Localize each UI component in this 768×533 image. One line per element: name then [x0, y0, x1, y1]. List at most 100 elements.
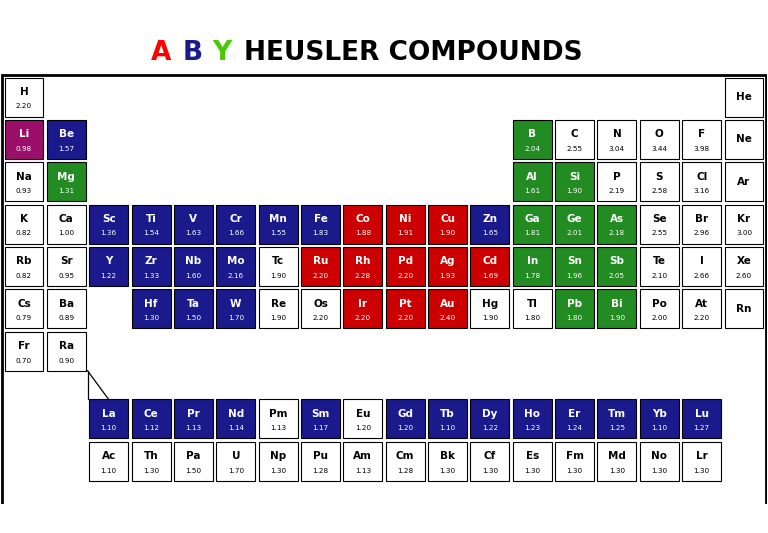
Bar	[343, 205, 382, 244]
Text: Sn: Sn	[567, 256, 582, 266]
Text: 1.90: 1.90	[439, 230, 455, 237]
Text: 1.66: 1.66	[227, 230, 243, 237]
Text: 1.69: 1.69	[482, 273, 498, 279]
Text: Mo: Mo	[227, 256, 244, 266]
Text: 2.18: 2.18	[609, 230, 625, 237]
Text: 1.20: 1.20	[355, 425, 371, 431]
Text: In: In	[527, 256, 538, 266]
Text: 1.90: 1.90	[567, 188, 583, 194]
Text: Ba: Ba	[59, 299, 74, 309]
Bar	[513, 163, 551, 201]
Text: H: H	[20, 87, 28, 97]
Text: As: As	[610, 214, 624, 224]
Bar	[640, 205, 679, 244]
Bar	[682, 163, 721, 201]
Text: La: La	[102, 409, 115, 419]
Text: Sb: Sb	[610, 256, 624, 266]
Bar	[724, 289, 763, 328]
Bar	[471, 289, 509, 328]
Text: O: O	[655, 130, 664, 139]
Bar	[131, 442, 170, 481]
Bar	[640, 442, 679, 481]
Text: Gd: Gd	[397, 409, 413, 419]
Text: 2.20: 2.20	[355, 315, 371, 321]
Text: Zn: Zn	[482, 214, 498, 224]
Text: Yb: Yb	[652, 409, 667, 419]
Text: 2.00: 2.00	[651, 315, 667, 321]
Text: Ce: Ce	[144, 409, 158, 419]
Text: 2.05: 2.05	[609, 273, 625, 279]
Text: 2.20: 2.20	[397, 315, 413, 321]
Text: Ta: Ta	[187, 299, 200, 309]
Text: Li: Li	[19, 130, 29, 139]
Bar	[131, 247, 170, 286]
Text: Ac: Ac	[101, 451, 116, 461]
Bar	[47, 120, 86, 159]
Bar	[598, 247, 637, 286]
Text: 1.30: 1.30	[270, 467, 286, 474]
Text: Fm: Fm	[565, 451, 584, 461]
Text: 1.25: 1.25	[609, 425, 625, 431]
Bar	[428, 205, 467, 244]
Bar	[640, 247, 679, 286]
Bar	[343, 289, 382, 328]
Text: 1.36: 1.36	[101, 230, 117, 237]
Bar	[259, 442, 297, 481]
Text: Cu: Cu	[440, 214, 455, 224]
Text: 1.10: 1.10	[101, 425, 117, 431]
Text: 1.50: 1.50	[185, 315, 201, 321]
Text: 1.13: 1.13	[270, 425, 286, 431]
Text: 1.30: 1.30	[694, 467, 710, 474]
Bar	[174, 400, 213, 439]
Bar	[555, 120, 594, 159]
Text: 2.60: 2.60	[736, 273, 752, 279]
Bar	[682, 289, 721, 328]
Bar	[471, 205, 509, 244]
Bar	[724, 205, 763, 244]
Text: 0.93: 0.93	[16, 188, 32, 194]
Bar	[598, 442, 637, 481]
Text: 1.28: 1.28	[397, 467, 413, 474]
Text: 1.90: 1.90	[609, 315, 625, 321]
Text: Sr: Sr	[60, 256, 73, 266]
Text: Pm: Pm	[269, 409, 287, 419]
Bar	[598, 120, 637, 159]
Text: 2.19: 2.19	[609, 188, 625, 194]
Text: 1.14: 1.14	[227, 425, 243, 431]
Text: N: N	[613, 130, 621, 139]
Text: Br: Br	[695, 214, 708, 224]
Text: 1.78: 1.78	[525, 273, 541, 279]
Text: 1.57: 1.57	[58, 146, 74, 152]
Bar	[301, 289, 340, 328]
Text: Sc: Sc	[102, 214, 115, 224]
Text: Tb: Tb	[440, 409, 455, 419]
Text: 1.83: 1.83	[313, 230, 329, 237]
Bar	[428, 442, 467, 481]
Text: Fe: Fe	[313, 214, 327, 224]
Text: 2.20: 2.20	[694, 315, 710, 321]
Text: I: I	[700, 256, 703, 266]
Text: Tc: Tc	[272, 256, 284, 266]
Text: 3.00: 3.00	[736, 230, 752, 237]
Text: Cd: Cd	[482, 256, 498, 266]
Text: No: No	[651, 451, 667, 461]
Bar	[471, 400, 509, 439]
Text: Cs: Cs	[17, 299, 31, 309]
Bar	[682, 400, 721, 439]
Text: Pt: Pt	[399, 299, 412, 309]
Bar	[343, 400, 382, 439]
Text: 1.30: 1.30	[651, 467, 667, 474]
Bar	[598, 205, 637, 244]
Text: Ga: Ga	[525, 214, 540, 224]
Text: P: P	[613, 172, 621, 182]
Text: 2.55: 2.55	[651, 230, 667, 237]
Bar	[640, 289, 679, 328]
Text: Dy: Dy	[482, 409, 498, 419]
Bar	[131, 289, 170, 328]
Text: 1.90: 1.90	[270, 315, 286, 321]
Text: Nd: Nd	[227, 409, 244, 419]
Text: Pb: Pb	[567, 299, 582, 309]
Text: 1.30: 1.30	[525, 467, 541, 474]
Text: Sm: Sm	[311, 409, 329, 419]
Text: Np: Np	[270, 451, 286, 461]
